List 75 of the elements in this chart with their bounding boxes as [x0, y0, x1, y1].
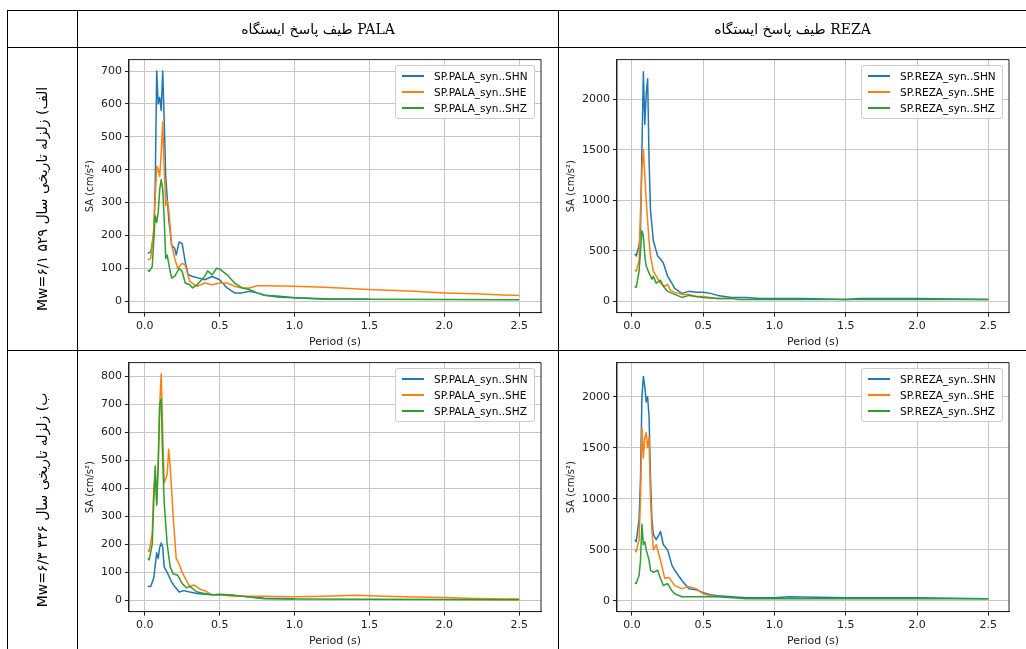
x-axis-title: Period (s)	[308, 335, 362, 349]
x-tick-label: 1.0	[765, 618, 784, 632]
y-tick-label: 800	[101, 369, 122, 383]
y-tick-label: 1500	[581, 142, 610, 156]
legend-label: SP.PALA_syn..SHE	[434, 85, 527, 98]
y-axis-title: SA (cm/s²)	[564, 159, 576, 213]
y-tick-label: 0	[115, 293, 122, 307]
legend-label: SP.PALA_syn..SHZ	[434, 101, 527, 114]
x-tick-label: 2.0	[435, 319, 454, 333]
y-tick-label: 100	[101, 565, 122, 579]
y-tick-label: 300	[101, 509, 122, 523]
x-tick-label: 2.0	[908, 319, 926, 333]
text: ب) زلزله تاریخی سال ۳۳۶ Mw=۶/۳	[34, 392, 51, 608]
legend-label: SP.REZA_syn..SHZ	[900, 404, 996, 417]
y-tick-label: 500	[588, 243, 610, 257]
y-tick-label: 600	[101, 425, 122, 439]
y-tick-label: 200	[101, 228, 122, 242]
y-tick-label: 700	[101, 63, 122, 77]
y-tick-label: 400	[101, 162, 122, 176]
x-tick-label: 0.5	[210, 618, 229, 632]
y-tick-label: 1000	[581, 193, 610, 207]
chart-title: طیف پاسخ ایستگاه REZA	[558, 10, 1026, 48]
x-tick-label: 0.5	[694, 618, 712, 632]
chart-title: طیف پاسخ ایستگاه PALA	[77, 10, 559, 48]
y-axis-title: SA (cm/s²)	[83, 159, 95, 213]
x-tick-label: 1.5	[837, 618, 855, 632]
y-tick-label: 0	[602, 294, 610, 308]
x-axis-title: Period (s)	[308, 634, 362, 648]
x-axis-title: Period (s)	[786, 335, 840, 349]
x-tick-label: 0.0	[623, 618, 641, 632]
legend-label: SP.REZA_syn..SHE	[900, 388, 995, 401]
x-tick-label: 1.0	[765, 319, 784, 333]
x-tick-label: 0.5	[694, 319, 712, 333]
text: الف) زلزله تاریخی سال ۵۲۹ Mw=۶/۱	[34, 86, 51, 312]
x-tick-label: 2.5	[510, 618, 529, 632]
x-tick-label: 0.5	[210, 319, 229, 333]
legend-label: SP.REZA_syn..SHE	[900, 85, 995, 98]
legend-label: SP.PALA_syn..SHZ	[434, 404, 527, 417]
legend-label: SP.PALA_syn..SHE	[434, 388, 527, 401]
legend-label: SP.REZA_syn..SHN	[900, 69, 996, 82]
x-tick-label: 0.0	[135, 319, 154, 333]
legend-label: SP.PALA_syn..SHN	[434, 69, 528, 82]
y-tick-label: 1500	[581, 440, 610, 454]
y-tick-label: 600	[101, 96, 122, 110]
y-tick-label: 1000	[581, 491, 610, 505]
x-tick-label: 2.5	[979, 319, 998, 333]
y-tick-label: 700	[101, 397, 122, 411]
y-tick-label: 2000	[581, 389, 610, 403]
y-tick-label: 200	[101, 537, 122, 551]
x-tick-label: 0.0	[623, 319, 641, 333]
x-tick-label: 2.0	[908, 618, 926, 632]
legend-label: SP.REZA_syn..SHZ	[900, 101, 996, 114]
y-tick-label: 500	[101, 129, 122, 143]
y-tick-label: 500	[588, 542, 610, 556]
x-tick-label: 2.0	[435, 618, 454, 632]
x-tick-label: 1.0	[285, 618, 304, 632]
x-tick-label: 1.0	[285, 319, 304, 333]
y-axis-title: SA (cm/s²)	[83, 460, 95, 514]
x-axis-title: Period (s)	[786, 634, 840, 648]
y-tick-label: 400	[101, 481, 122, 495]
y-tick-label: 2000	[581, 91, 610, 105]
x-tick-label: 1.5	[360, 618, 379, 632]
y-axis-title: SA (cm/s²)	[564, 460, 576, 514]
x-tick-label: 0.0	[135, 618, 154, 632]
y-tick-label: 0	[115, 593, 122, 607]
y-tick-label: 0	[602, 593, 610, 607]
x-tick-label: 2.5	[510, 319, 529, 333]
legend-label: SP.PALA_syn..SHN	[434, 372, 528, 385]
x-tick-label: 2.5	[979, 618, 998, 632]
y-tick-label: 300	[101, 195, 122, 209]
x-tick-label: 1.5	[360, 319, 379, 333]
y-tick-label: 100	[101, 261, 122, 275]
y-tick-label: 500	[101, 453, 122, 467]
x-tick-label: 1.5	[837, 319, 855, 333]
legend-label: SP.REZA_syn..SHN	[900, 372, 996, 385]
